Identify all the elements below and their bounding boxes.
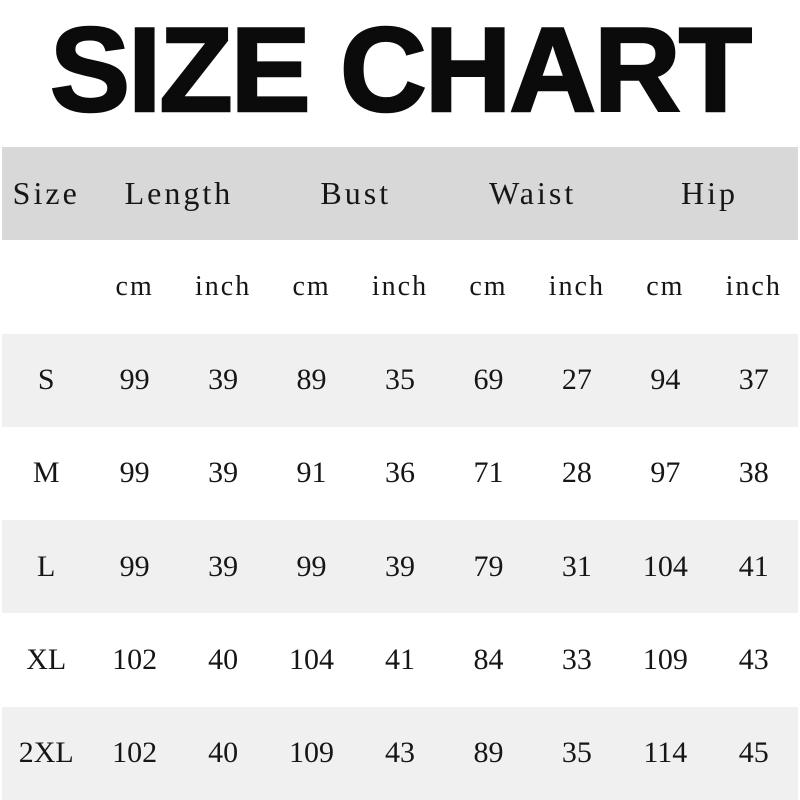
xxl-length-inch: 40 bbox=[208, 736, 239, 770]
xl-waist-cm: 84 bbox=[473, 643, 504, 677]
xxl-waist-cm: 89 bbox=[473, 736, 504, 770]
xxl-bust-inch: 43 bbox=[384, 736, 415, 770]
unit-hip-inch: inch bbox=[725, 270, 782, 302]
xl-bust-cm: 104 bbox=[289, 643, 335, 677]
s-hip-inch: 37 bbox=[738, 363, 769, 397]
table-row-xl: XL 102 40 104 41 84 33 109 43 bbox=[2, 613, 798, 707]
header-bust: Bust bbox=[320, 175, 392, 212]
unit-length-inch: inch bbox=[194, 270, 252, 302]
unit-waist-cm: cm bbox=[469, 270, 508, 302]
unit-bust-cm: cm bbox=[292, 270, 331, 302]
m-bust-inch: 36 bbox=[384, 456, 415, 490]
m-hip-inch: 38 bbox=[738, 456, 769, 490]
size-table: Size Length Bust Waist Hip cm inch cm in… bbox=[2, 147, 798, 800]
size-label-xl: XL bbox=[26, 643, 67, 677]
size-label-l: L bbox=[37, 549, 56, 583]
xxl-waist-inch: 35 bbox=[561, 736, 592, 770]
m-hip-cm: 97 bbox=[650, 456, 681, 490]
l-bust-inch: 39 bbox=[384, 549, 415, 583]
page-title: SIZE CHART bbox=[49, 3, 754, 137]
s-waist-cm: 69 bbox=[473, 363, 504, 397]
l-waist-cm: 79 bbox=[473, 549, 504, 583]
header-size: Size bbox=[12, 175, 80, 212]
xl-bust-inch: 41 bbox=[384, 643, 415, 677]
header-length: Length bbox=[124, 175, 234, 212]
header-hip: Hip bbox=[681, 175, 739, 212]
l-hip-inch: 41 bbox=[738, 549, 769, 583]
xxl-hip-cm: 114 bbox=[643, 736, 688, 770]
m-bust-cm: 91 bbox=[296, 456, 327, 490]
table-row-l: L 99 39 99 39 79 31 104 41 bbox=[2, 520, 798, 614]
s-waist-inch: 27 bbox=[561, 363, 592, 397]
unit-hip-cm: cm bbox=[646, 270, 685, 302]
s-hip-cm: 94 bbox=[650, 363, 681, 397]
xxl-length-cm: 102 bbox=[112, 736, 158, 770]
l-waist-inch: 31 bbox=[561, 549, 592, 583]
s-bust-cm: 89 bbox=[296, 363, 327, 397]
table-row-m: M 99 39 91 36 71 28 97 38 bbox=[2, 426, 798, 521]
xl-hip-inch: 43 bbox=[738, 643, 769, 677]
units-row: cm inch cm inch cm inch cm inch bbox=[2, 240, 798, 334]
size-label-m: M bbox=[32, 456, 60, 490]
l-hip-cm: 104 bbox=[642, 549, 688, 583]
xl-waist-inch: 33 bbox=[561, 643, 592, 677]
xl-hip-cm: 109 bbox=[642, 643, 688, 677]
xl-length-cm: 102 bbox=[112, 643, 158, 677]
table-header-row: Size Length Bust Waist Hip bbox=[2, 147, 798, 241]
unit-bust-inch: inch bbox=[371, 270, 429, 302]
xxl-bust-cm: 109 bbox=[289, 736, 335, 770]
title-area: SIZE CHART bbox=[0, 0, 800, 140]
m-waist-cm: 71 bbox=[473, 456, 504, 490]
header-waist: Waist bbox=[489, 175, 577, 212]
s-length-inch: 39 bbox=[208, 363, 239, 397]
s-bust-inch: 35 bbox=[384, 363, 415, 397]
m-waist-inch: 28 bbox=[561, 456, 592, 490]
size-label-s: S bbox=[37, 363, 55, 397]
xxl-hip-inch: 45 bbox=[738, 736, 769, 770]
s-length-cm: 99 bbox=[119, 363, 150, 397]
m-length-cm: 99 bbox=[119, 456, 150, 490]
unit-waist-inch: inch bbox=[548, 270, 605, 302]
l-bust-cm: 99 bbox=[296, 549, 327, 583]
l-length-cm: 99 bbox=[119, 549, 150, 583]
m-length-inch: 39 bbox=[208, 456, 239, 490]
unit-length-cm: cm bbox=[115, 270, 154, 302]
table-row-s: S 99 39 89 35 69 27 94 37 bbox=[2, 333, 798, 427]
table-row-2xl: 2XL 102 40 109 43 89 35 114 45 bbox=[2, 706, 798, 800]
l-length-inch: 39 bbox=[208, 549, 239, 583]
xl-length-inch: 40 bbox=[208, 643, 239, 677]
size-label-2xl: 2XL bbox=[18, 736, 74, 770]
